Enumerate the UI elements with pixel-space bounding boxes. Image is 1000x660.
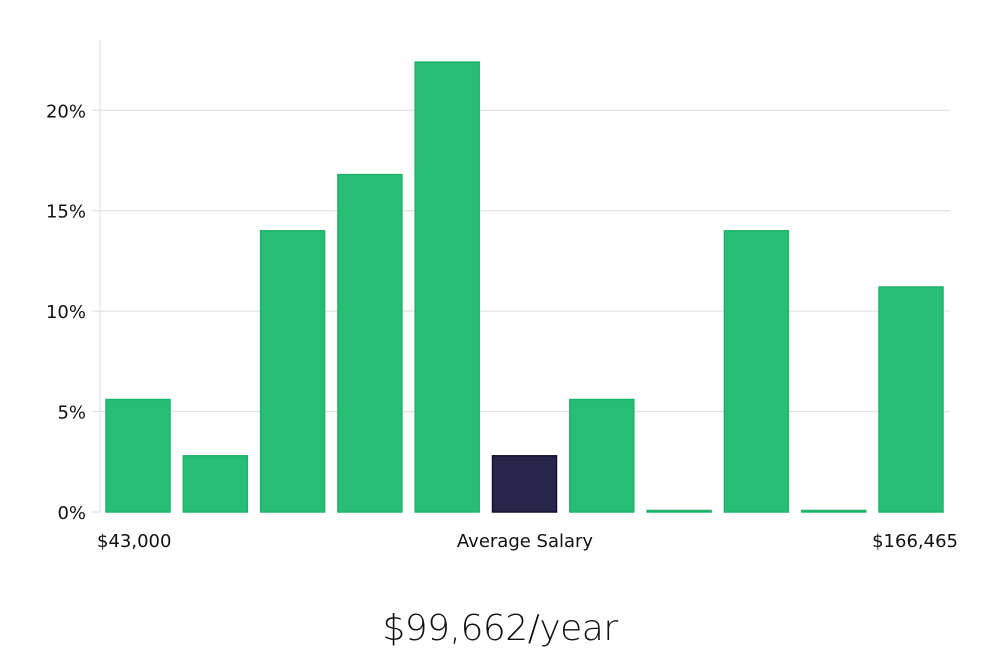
histogram-bar — [105, 398, 171, 513]
histogram-bar — [414, 61, 480, 513]
x-min-label: $43,000 — [97, 531, 171, 552]
histogram-bar — [878, 286, 944, 513]
histogram-svg: 0% 5% 10% 15% 20% $43,000 Average Salary $16… — [46, 40, 958, 552]
y-axis-ticks: 0% 5% 10% 15% 20% — [46, 101, 100, 524]
bars — [105, 61, 944, 513]
y-tick-label: 15% — [46, 202, 86, 223]
histogram-bar — [800, 509, 867, 513]
histogram-bar — [723, 230, 790, 513]
histogram-bar — [646, 509, 712, 513]
histogram-bar — [569, 398, 635, 513]
x-max-label: $166,465 — [872, 531, 958, 552]
y-tick-label: 0% — [57, 503, 86, 524]
average-salary-value: $99,662/year — [382, 608, 618, 649]
histogram-bar — [259, 230, 326, 513]
y-tick-label: 5% — [57, 403, 86, 424]
grid-lines — [100, 109, 950, 413]
y-tick-label: 20% — [46, 101, 86, 122]
histogram-bar — [182, 455, 249, 513]
average-salary-bar — [491, 455, 558, 513]
histogram-bar — [337, 173, 403, 513]
y-tick-label: 10% — [46, 302, 86, 323]
x-center-label: Average Salary — [457, 531, 594, 552]
